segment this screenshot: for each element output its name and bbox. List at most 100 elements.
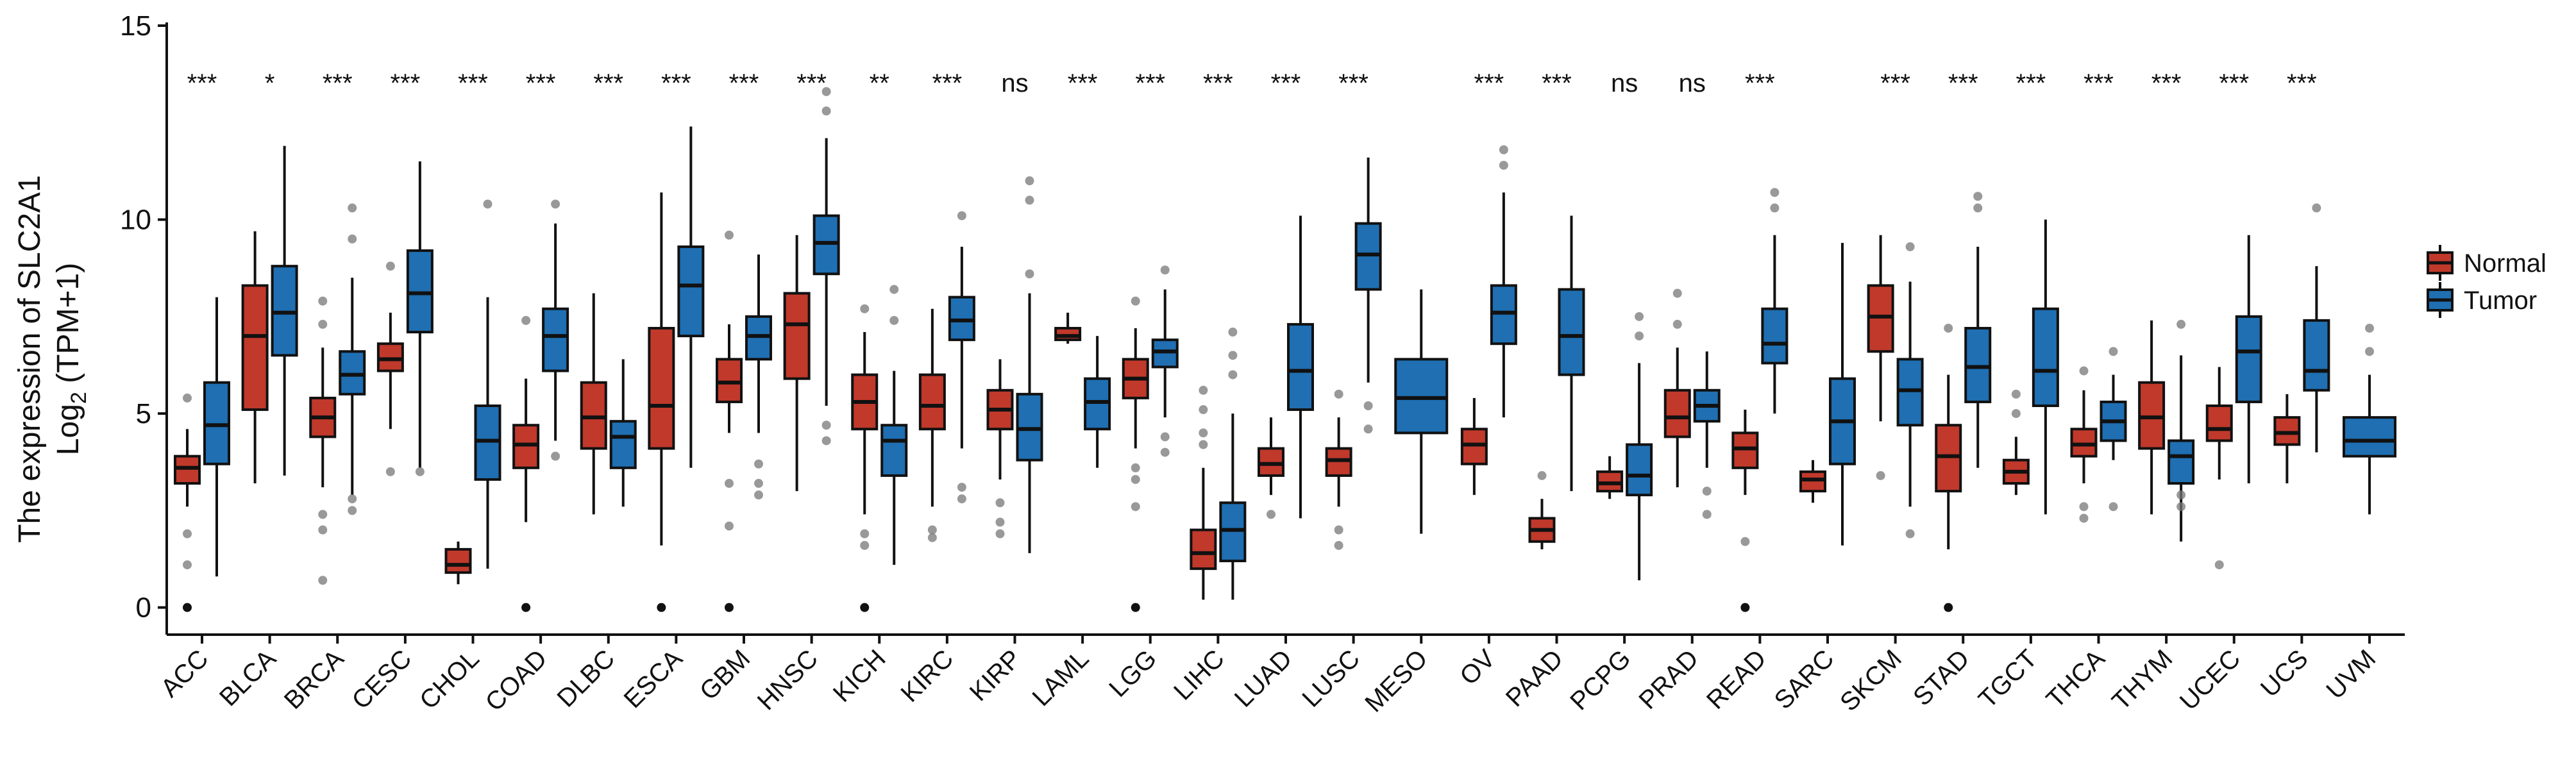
box-tumor-laml — [1084, 336, 1111, 468]
outlier-point — [1228, 370, 1238, 380]
box-tumor-skcm — [1896, 242, 1924, 538]
box-normal-ucs — [2273, 394, 2301, 484]
box-normal-kich — [851, 304, 879, 612]
outlier-point — [754, 490, 763, 500]
box-normal-kirc — [918, 308, 946, 542]
box — [2205, 404, 2233, 442]
outlier-point — [551, 199, 560, 209]
box-tumor-meso — [1394, 289, 1449, 534]
box-tumor-hnsc — [812, 87, 840, 446]
x-tick-label-lusc: LUSC — [1297, 644, 1365, 713]
box-normal-pcpg — [1596, 456, 1624, 499]
x-tick-label-ov: OV — [1454, 644, 1501, 690]
box — [542, 307, 569, 372]
significance-chol: *** — [458, 69, 488, 97]
box-normal-esca — [648, 192, 675, 612]
outlier-point — [348, 506, 357, 515]
x-tick-label-blca: BLCA — [214, 644, 282, 712]
outlier-point — [754, 459, 763, 469]
box — [609, 420, 637, 469]
outlier-point — [995, 529, 1005, 538]
x-tick-label-hnsc: HNSC — [752, 644, 823, 715]
box-normal-blca — [241, 231, 269, 484]
outlier-point — [1199, 385, 1208, 395]
outlier-point — [183, 393, 192, 403]
box — [1460, 428, 1488, 465]
y-tick-label: 0 — [136, 592, 151, 624]
box — [745, 315, 772, 361]
box — [2032, 307, 2059, 407]
outlier-point — [1702, 487, 1712, 496]
box-normal-lihc — [1190, 385, 1217, 600]
outlier-point — [1334, 525, 1343, 535]
outlier-point — [1160, 265, 1170, 275]
box-normal-tgct — [2002, 389, 2030, 496]
box — [1151, 338, 1179, 369]
box-normal-gbm — [716, 230, 743, 612]
box-tumor-ucec — [2235, 235, 2262, 484]
box — [271, 265, 298, 357]
x-tick-label-kirp: KIRP — [964, 644, 1027, 706]
outlier-point — [1740, 537, 1750, 546]
outlier-point — [1199, 440, 1208, 449]
box-normal-dlbc — [580, 293, 607, 515]
outlier-point — [1702, 510, 1712, 519]
box-tumor-ov — [1490, 145, 1517, 418]
outlier-point — [1635, 331, 1644, 341]
significance-ucs: *** — [2287, 69, 2317, 97]
box — [2168, 439, 2195, 485]
box — [580, 381, 607, 450]
outlier-point — [1363, 424, 1373, 434]
box-normal-brca — [309, 296, 337, 585]
significance-lihc: *** — [1203, 69, 1233, 97]
box — [2343, 416, 2396, 458]
y-axis-label-log: Log — [51, 404, 85, 455]
box — [1084, 377, 1111, 431]
outlier-point — [385, 467, 395, 476]
box-normal-thym — [2138, 320, 2166, 515]
box-normal-kirp — [986, 359, 1014, 538]
outlier-point — [860, 529, 870, 538]
box — [2303, 319, 2330, 392]
significance-lusc: *** — [1338, 69, 1368, 97]
outlier-point — [2109, 502, 2118, 512]
y-axis-label-rest: (TPM+1) — [51, 263, 85, 392]
outlier-point — [889, 285, 899, 294]
x-tick-label-laml: LAML — [1027, 644, 1094, 712]
outlier-point — [889, 315, 899, 325]
outlier-point — [348, 203, 357, 213]
outlier-point — [318, 319, 328, 329]
outlier-point — [821, 87, 831, 96]
box — [1354, 222, 1382, 291]
y-tick-label: 15 — [120, 10, 151, 42]
box — [174, 455, 201, 485]
significance-pcpg: ns — [1611, 69, 1638, 97]
box — [1596, 470, 1624, 493]
box-normal-laml — [1054, 312, 1082, 344]
box — [1799, 470, 1826, 493]
legend-entry-normal: Normal — [2427, 245, 2547, 281]
box — [406, 249, 434, 334]
outlier-point — [1672, 288, 1682, 298]
box-tumor-lgg — [1151, 265, 1179, 457]
box — [1964, 326, 1992, 403]
box-tumor-kich — [880, 285, 908, 565]
outlier-point — [2011, 409, 2021, 419]
outlier-point — [957, 211, 966, 221]
box — [918, 373, 946, 431]
legend-label: Tumor — [2464, 287, 2537, 315]
significance-tgct: *** — [2016, 69, 2046, 97]
significance-kirc: *** — [932, 69, 963, 97]
box-tumor-blca — [271, 146, 298, 476]
box — [716, 358, 743, 403]
outlier-point — [521, 603, 531, 612]
outlier-point — [957, 483, 966, 492]
outlier-point — [1199, 428, 1208, 438]
x-tick-label-kich: KICH — [828, 644, 891, 708]
box-normal-coad — [512, 315, 540, 612]
outlier-point — [348, 494, 357, 504]
outlier-point — [1199, 405, 1208, 415]
box — [444, 547, 472, 574]
box — [1054, 326, 1082, 342]
box — [376, 342, 404, 372]
